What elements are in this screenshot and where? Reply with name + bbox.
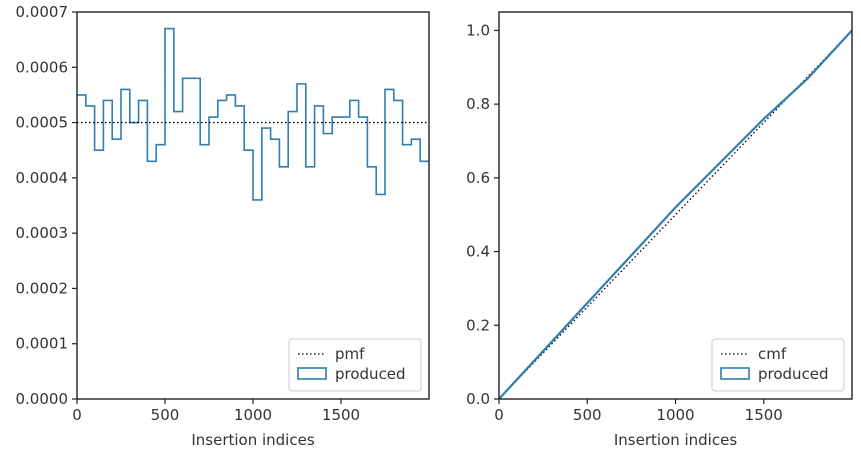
y-tick-label: 0.8 (466, 95, 490, 113)
chart-panel-2: 0 500 1000 1500 0.0 0.2 0.4 0.6 0.8 1.0 Insertion … (466, 11, 853, 449)
y-tick-label: 1.0 (466, 21, 490, 39)
y-tick-label: 0.0 (466, 390, 490, 408)
y-tick-label: 0.0006 (16, 58, 69, 76)
y-tick-label: 0.0003 (16, 224, 69, 242)
produced-cumulative-line (498, 29, 853, 400)
x-tick-label: 1000 (656, 406, 694, 424)
y-tick-label: 0.0002 (16, 279, 69, 297)
x-tick-label: 500 (573, 406, 602, 424)
legend-reference-label: pmf (335, 345, 365, 363)
x-axis-label: Insertion indices (191, 431, 314, 449)
legend: pmf produced (288, 338, 422, 392)
legend-box (288, 338, 422, 392)
produced-step-line (77, 27, 429, 201)
y-tick-label: 0.0005 (16, 114, 69, 132)
legend: cmf produced (711, 338, 845, 392)
x-tick-label: 1500 (322, 406, 360, 424)
x-tick-label: 1000 (234, 406, 272, 424)
legend-produced-label: produced (335, 365, 406, 383)
legend-reference-label: cmf (758, 345, 787, 363)
x-tick-label: 0 (72, 406, 82, 424)
legend-produced-swatch (297, 367, 327, 380)
chart-panel-1: 0 500 1000 1500 0.0000 0.0001 0.0002 0.0003 0.00… (16, 3, 430, 449)
legend-produced-swatch (720, 367, 750, 380)
y-tick-label: 0.4 (466, 243, 490, 261)
y-tick-label: 0.0004 (16, 169, 69, 187)
y-tick-label: 0.0007 (16, 3, 69, 21)
x-tick-label: 1500 (745, 406, 783, 424)
x-axis-label: Insertion indices (614, 431, 737, 449)
legend-produced-label: produced (758, 365, 829, 383)
y-tick-label: 0.0000 (16, 390, 69, 408)
y-tick-label: 0.2 (466, 316, 490, 334)
y-tick-label: 0.6 (466, 169, 490, 187)
y-tick-label: 0.0001 (16, 335, 69, 353)
legend-box (711, 338, 845, 392)
x-tick-label: 0 (494, 406, 504, 424)
x-tick-label: 500 (151, 406, 180, 424)
